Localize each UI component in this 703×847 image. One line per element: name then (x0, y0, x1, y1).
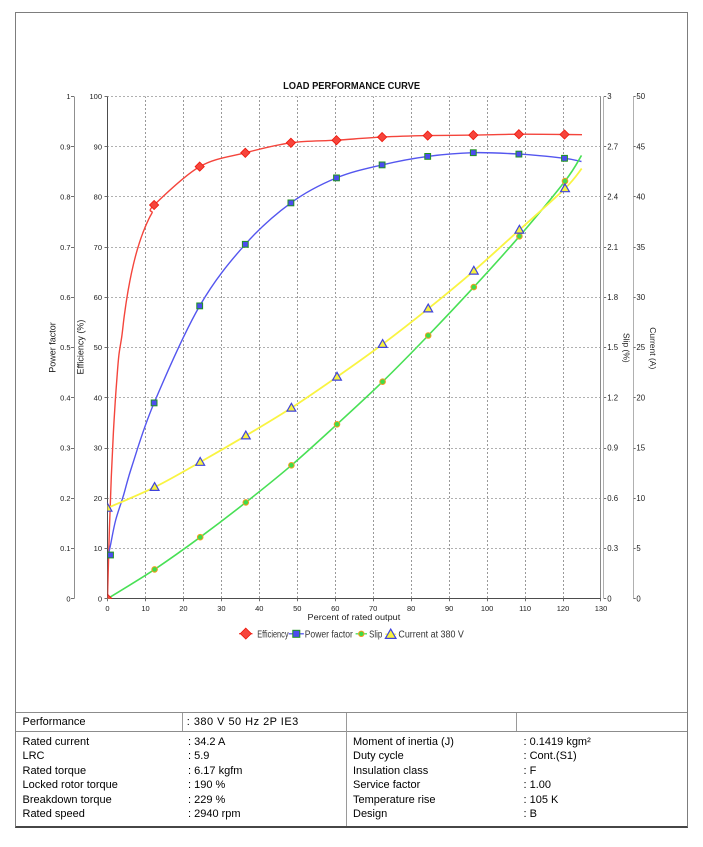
svg-text:100: 100 (481, 604, 494, 613)
svg-text:Efficiency (%): Efficiency (%) (76, 320, 86, 375)
svg-text:90: 90 (94, 142, 102, 151)
svg-text:0.5: 0.5 (60, 343, 70, 352)
svg-text:Current (A): Current (A) (648, 327, 658, 369)
svg-text:20: 20 (636, 393, 645, 402)
svg-text:0: 0 (98, 594, 102, 603)
svg-text:100: 100 (89, 92, 102, 101)
svg-text:60: 60 (331, 604, 339, 613)
svg-text:25: 25 (636, 343, 645, 352)
svg-text:30: 30 (636, 293, 645, 302)
svg-text:10: 10 (636, 494, 645, 503)
svg-text:Percent of rated output: Percent of rated output (308, 613, 402, 622)
svg-text:0.9: 0.9 (607, 444, 618, 453)
svg-text:0: 0 (66, 594, 70, 603)
svg-text:Slip: Slip (369, 629, 383, 640)
svg-text:70: 70 (94, 243, 102, 252)
svg-text:0: 0 (105, 604, 109, 613)
svg-text:10: 10 (141, 604, 149, 613)
svg-text:2.1: 2.1 (607, 243, 618, 252)
svg-text:120: 120 (557, 604, 570, 613)
svg-text:20: 20 (94, 494, 102, 503)
svg-text:1.2: 1.2 (607, 393, 618, 402)
svg-text:30: 30 (217, 604, 225, 613)
svg-text:Current at 380 V: Current at 380 V (398, 629, 464, 640)
svg-text:130: 130 (595, 604, 608, 613)
svg-text:0.9: 0.9 (60, 142, 70, 151)
svg-text:0: 0 (636, 594, 641, 603)
svg-text:50: 50 (636, 92, 645, 101)
svg-text:Power factor: Power factor (48, 322, 58, 373)
svg-text:40: 40 (636, 193, 645, 202)
svg-text:90: 90 (445, 604, 453, 613)
svg-text:50: 50 (293, 604, 301, 613)
svg-text:1: 1 (66, 92, 70, 101)
svg-text:0.8: 0.8 (60, 193, 70, 202)
svg-text:Efficiency: Efficiency (257, 629, 288, 640)
svg-text:1.8: 1.8 (607, 293, 618, 302)
svg-text:60: 60 (94, 293, 102, 302)
svg-text:0.6: 0.6 (60, 293, 70, 302)
svg-text:0.3: 0.3 (607, 544, 618, 553)
svg-text:10: 10 (94, 544, 102, 553)
svg-text:2.7: 2.7 (607, 142, 618, 151)
svg-text:70: 70 (369, 604, 377, 613)
svg-text:15: 15 (636, 444, 645, 453)
svg-text:LOAD PERFORMANCE CURVE: LOAD PERFORMANCE CURVE (283, 81, 420, 92)
svg-text:40: 40 (255, 604, 263, 613)
svg-text:5: 5 (636, 544, 641, 553)
svg-text:50: 50 (94, 343, 102, 352)
svg-text:Power factor: Power factor (305, 629, 354, 640)
svg-text:20: 20 (179, 604, 187, 613)
svg-text:0.1: 0.1 (60, 544, 70, 553)
svg-text:2.4: 2.4 (607, 193, 619, 202)
svg-text:3: 3 (607, 92, 611, 101)
svg-text:35: 35 (636, 243, 645, 252)
svg-text:80: 80 (407, 604, 415, 613)
svg-text:Slip (%): Slip (%) (622, 333, 632, 363)
svg-text:0.3: 0.3 (60, 444, 70, 453)
svg-text:0: 0 (607, 594, 612, 603)
svg-text:0.6: 0.6 (607, 494, 618, 503)
svg-text:0.4: 0.4 (60, 393, 70, 402)
svg-text:110: 110 (519, 604, 531, 613)
svg-text:0.2: 0.2 (60, 494, 70, 503)
svg-text:40: 40 (94, 393, 102, 402)
svg-text:30: 30 (94, 444, 102, 453)
svg-text:45: 45 (636, 142, 645, 151)
svg-text:80: 80 (94, 193, 102, 202)
svg-text:0.7: 0.7 (60, 243, 70, 252)
svg-text:1.5: 1.5 (607, 343, 619, 352)
